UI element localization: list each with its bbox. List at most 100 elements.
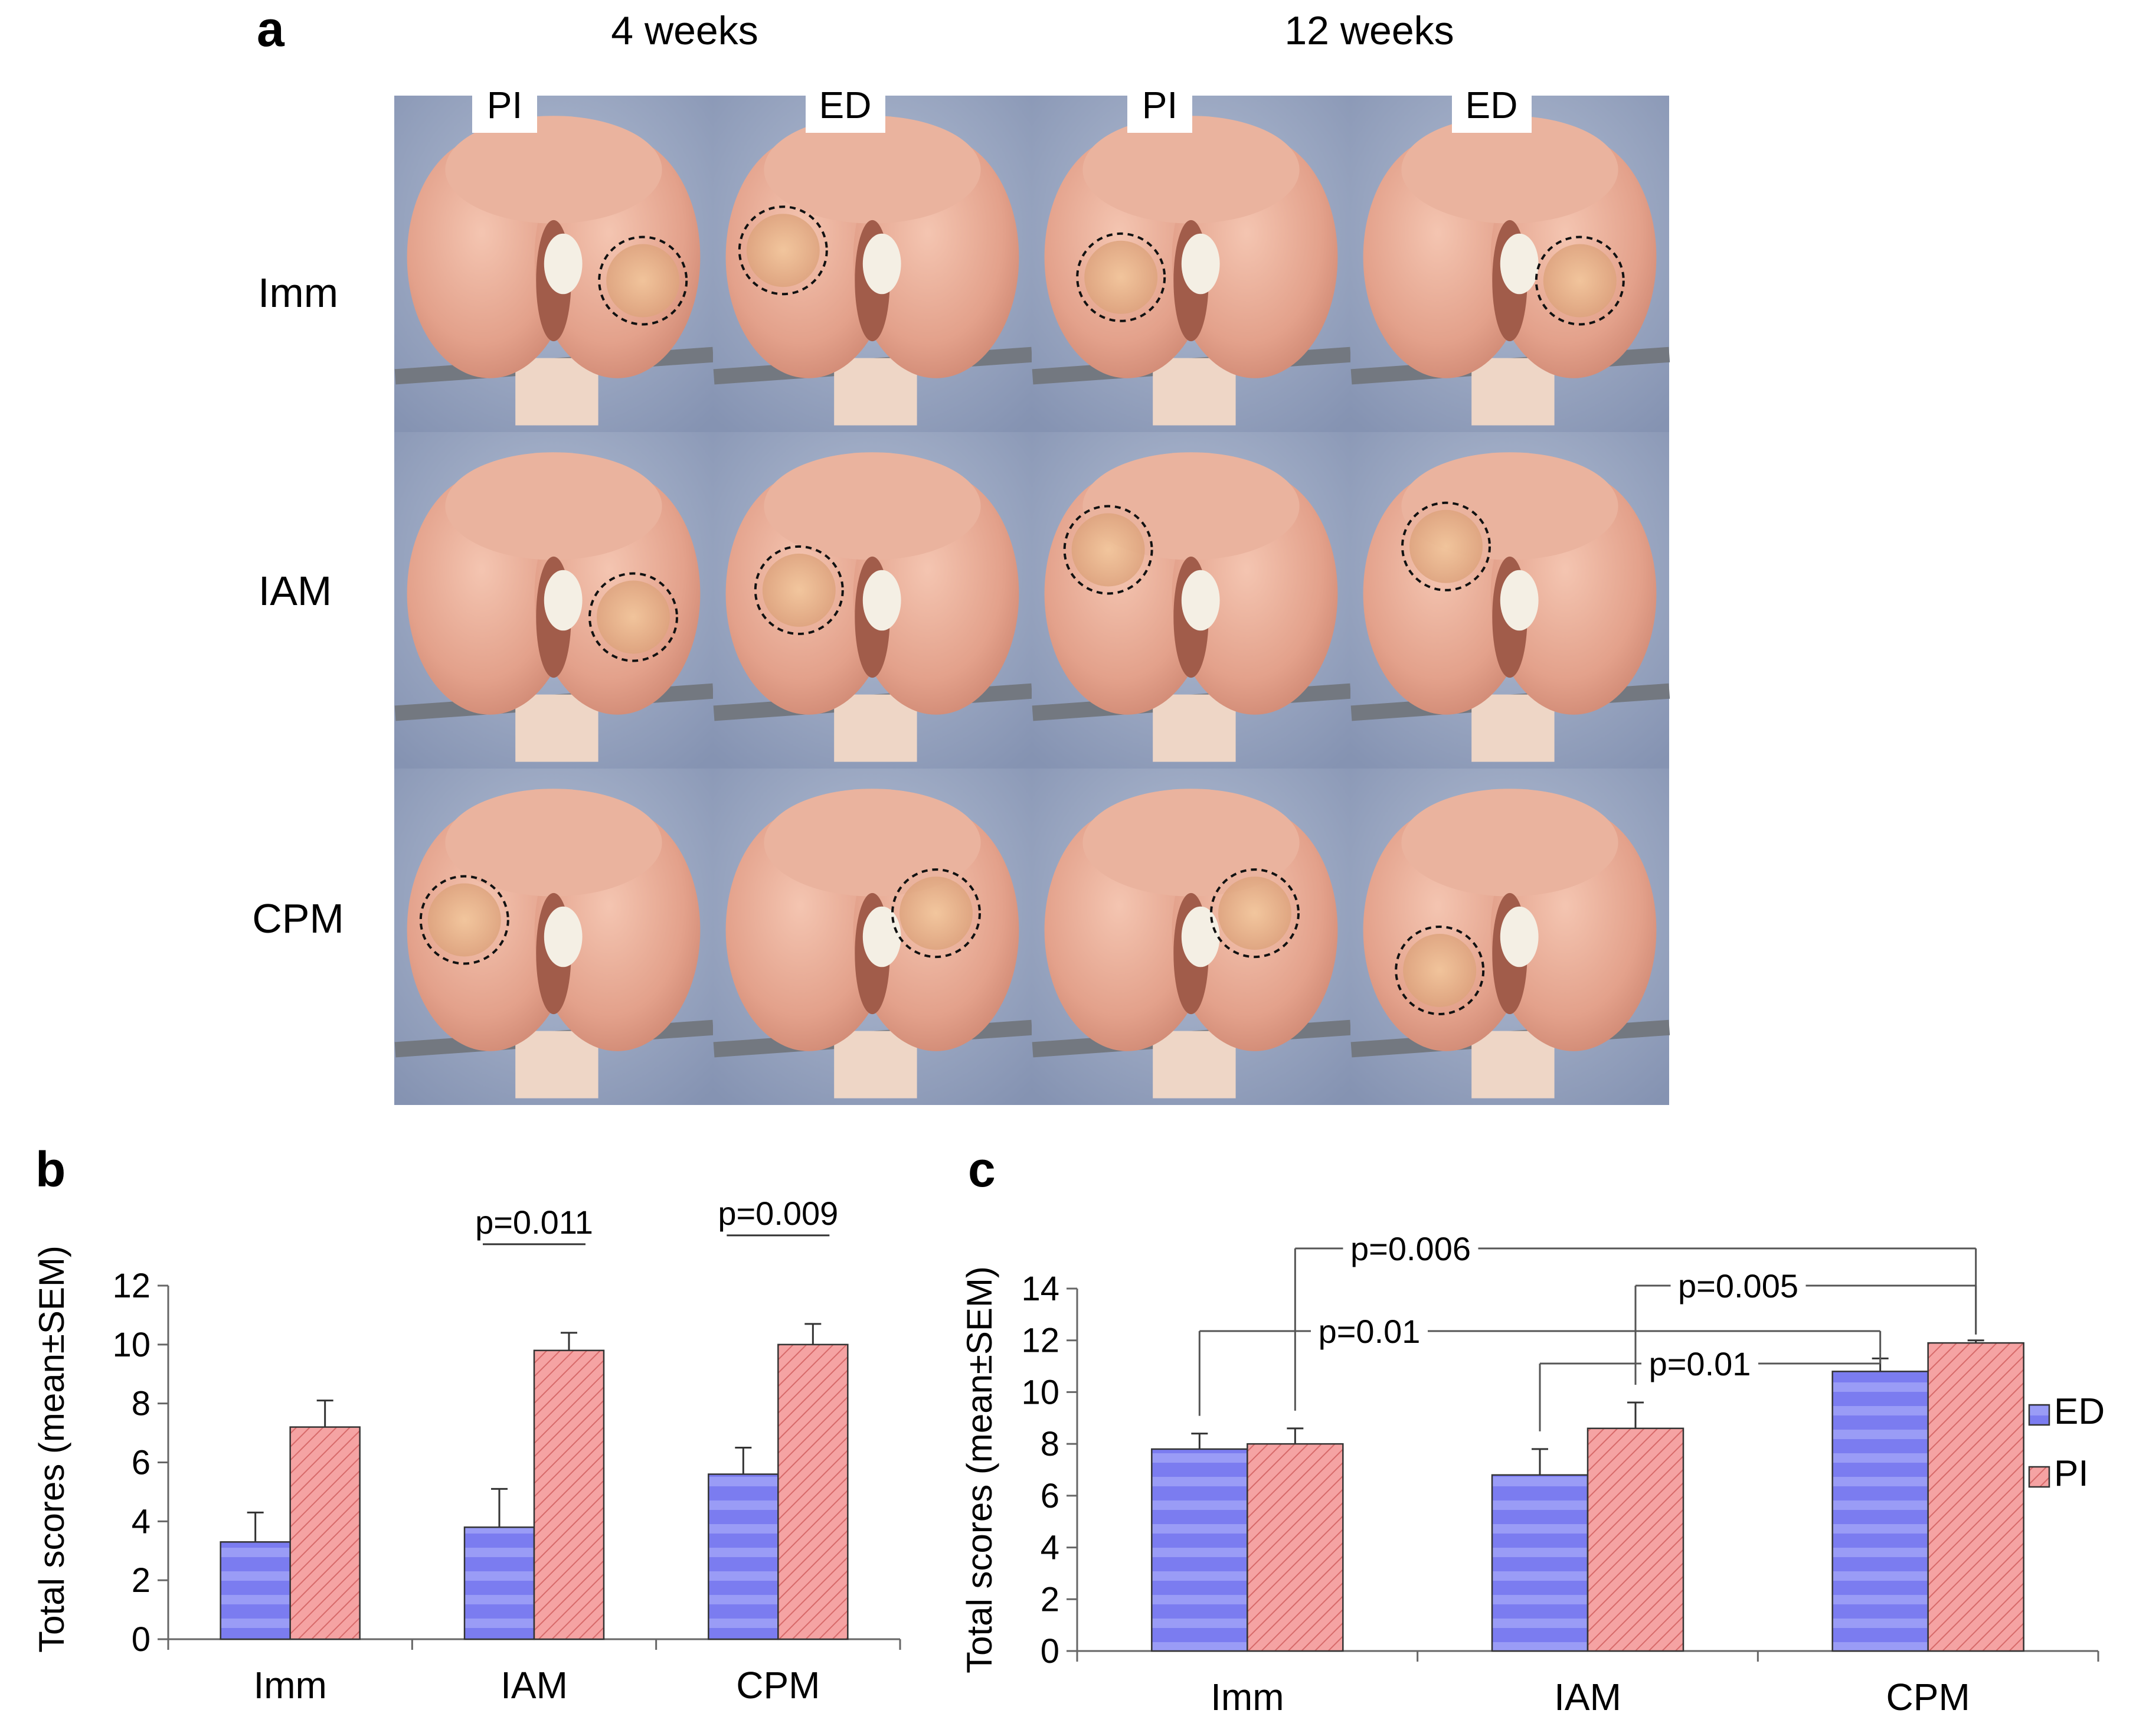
bar-ed-imm: [1151, 1448, 1248, 1652]
scaffold-remnant: [1500, 570, 1539, 631]
p-value-label: p=0.005: [1678, 1267, 1798, 1305]
bone-shaft: [834, 358, 917, 426]
panel-c-plot: 0 2 4 6 8 10 12 14 Imm IAM CPM p=0.006 p=0.005 p=0.01…: [1021, 1226, 2099, 1718]
bone-shaft: [1471, 694, 1555, 762]
bar-series1-cpm: [708, 1473, 779, 1640]
defect-site: [1218, 877, 1291, 950]
photo-row2-col2: [713, 432, 1033, 769]
trochlea: [764, 116, 981, 224]
defect-circle: [891, 868, 981, 959]
defect-circle: [738, 205, 828, 296]
trochlea: [445, 789, 662, 897]
y-tick-label: 4: [1041, 1529, 1059, 1567]
defect-circle: [754, 545, 844, 635]
y-tick-label: 8: [132, 1385, 151, 1423]
photo-row1-col2: [713, 96, 1033, 432]
x-category-label: CPM: [736, 1664, 820, 1706]
bone-shaft: [515, 358, 598, 426]
y-tick-label: 2: [1041, 1580, 1059, 1619]
panel-b-chart: b Total scores (mean±SEM) 0 2 4 6 8 10 12 Imm IA…: [32, 1142, 901, 1706]
scaffold-remnant: [1181, 570, 1220, 631]
col-label-ed-12w: ED: [1466, 84, 1518, 126]
bone-shaft: [1153, 694, 1236, 762]
photo-row1-col4: [1350, 96, 1670, 432]
time-header-12-weeks: 12 weeks: [1284, 8, 1454, 53]
defect-circle: [1401, 501, 1491, 591]
p-value-label: p=0.01: [1649, 1345, 1751, 1382]
col-label-ed-4w: ED: [819, 84, 872, 126]
photo-row3-col1: [394, 769, 714, 1105]
legend-label-ed: ED: [2054, 1391, 2105, 1432]
defect-circle: [588, 572, 678, 662]
y-tick-label: 4: [132, 1502, 151, 1541]
scaffold-remnant: [1181, 233, 1220, 295]
defect-site: [606, 244, 680, 318]
p-value-label: p=0.009: [718, 1195, 838, 1232]
y-tick-label: 8: [1041, 1425, 1059, 1463]
p-value-background: [1343, 1226, 1478, 1267]
bar-series2-cpm: [777, 1343, 849, 1640]
defect-site: [427, 883, 501, 957]
bone-shaft: [834, 1031, 917, 1099]
photo-row1-col3: [1032, 96, 1352, 432]
panel-b-ylabel: Total scores (mean±SEM): [32, 1245, 71, 1653]
y-tick-label: 10: [112, 1326, 151, 1364]
x-category-label: Imm: [253, 1664, 326, 1706]
bone-shaft: [515, 694, 598, 762]
y-tick-label: 0: [1041, 1632, 1059, 1670]
bone-shaft: [515, 1031, 598, 1099]
x-category-label: Imm: [1211, 1676, 1284, 1718]
trochlea: [1401, 116, 1618, 224]
bar-series2-iam: [533, 1349, 605, 1640]
p-value-background: [1641, 1341, 1758, 1382]
photo-row2-col4: [1350, 432, 1670, 769]
defect-site: [899, 877, 973, 950]
defect-site: [597, 580, 670, 654]
defect-circle: [419, 875, 509, 965]
bar-series1-iam: [463, 1526, 535, 1640]
bar-pi-cpm: [1927, 1342, 2024, 1652]
bar-pi-iam: [1587, 1427, 1684, 1652]
trochlea: [445, 116, 662, 224]
bar-series2-imm: [289, 1426, 361, 1640]
photo-grid: [394, 96, 1670, 1105]
x-category-label: IAM: [501, 1664, 568, 1706]
row-label-imm: Imm: [258, 270, 338, 316]
y-tick-label: 6: [132, 1444, 151, 1482]
defect-circle: [1076, 232, 1166, 322]
scaffold-remnant: [1500, 233, 1539, 295]
scaffold-remnant: [1181, 906, 1220, 967]
y-tick-label: 0: [132, 1620, 151, 1659]
panel-b-plot: 0 2 4 6 8 10 12 Imm IAM CPM p=0.011 p=0.009: [112, 1195, 901, 1706]
p-value-background: [1670, 1263, 1806, 1305]
panel-c-chart: c Total scores (mean±SEM) 0 2 4 6 8 10 12 14 Imm…: [960, 1142, 2105, 1718]
panel-b-letter: b: [35, 1142, 66, 1197]
column-labels: PI ED PI ED: [472, 74, 1532, 133]
bone-shaft: [1471, 358, 1555, 426]
legend-label-pi: PI: [2054, 1453, 2089, 1494]
col-label-pi-4w: PI: [487, 84, 522, 126]
scaffold-remnant: [544, 906, 583, 967]
p-value-label: p=0.011: [475, 1204, 593, 1241]
photo-row3-col2: [713, 769, 1033, 1105]
bone-shaft: [1153, 1031, 1236, 1099]
photo-row2-col3: [1032, 432, 1352, 769]
y-tick-label: 10: [1021, 1373, 1059, 1411]
trochlea: [1082, 116, 1300, 224]
y-tick-label: 12: [112, 1267, 151, 1305]
scaffold-remnant: [862, 570, 901, 631]
y-tick-label: 12: [1021, 1322, 1059, 1360]
defect-site: [1403, 934, 1477, 1007]
bone-shaft: [1471, 1031, 1555, 1099]
scaffold-remnant: [544, 233, 583, 295]
scaffold-remnant: [862, 906, 901, 967]
p-value-background: [1311, 1309, 1428, 1350]
defect-site: [1409, 509, 1483, 583]
legend-swatch-ed: [2028, 1404, 2050, 1426]
y-tick-label: 14: [1021, 1270, 1059, 1308]
bar-ed-iam: [1491, 1474, 1589, 1652]
trochlea: [1401, 789, 1618, 897]
legend-swatch-pi: [2028, 1466, 2050, 1488]
x-category-label: IAM: [1554, 1676, 1621, 1718]
